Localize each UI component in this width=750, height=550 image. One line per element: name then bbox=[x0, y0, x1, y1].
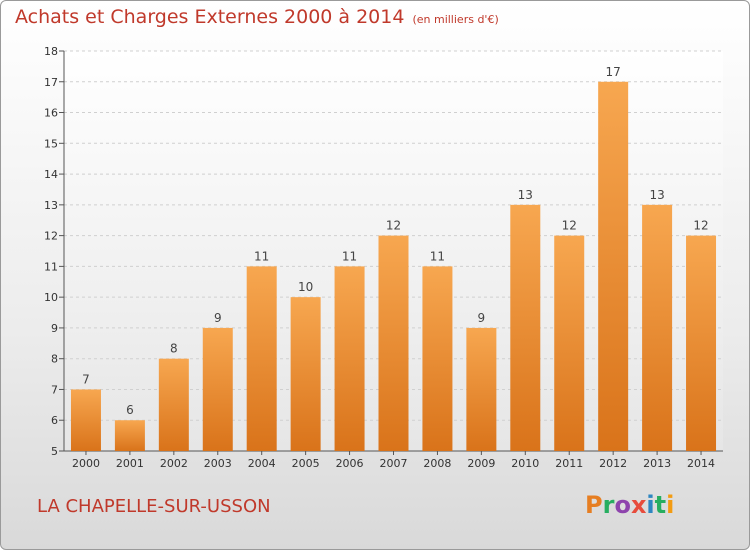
logo-letter: i bbox=[666, 491, 675, 519]
data-label: 12 bbox=[693, 219, 708, 233]
x-tick-label: 2002 bbox=[160, 457, 188, 470]
y-tick-label: 6 bbox=[51, 414, 58, 427]
logo-letter: r bbox=[602, 491, 615, 519]
bar bbox=[202, 327, 233, 451]
chart-title-text: Achats et Charges Externes 2000 à 2014 bbox=[15, 6, 405, 28]
chart-title: Achats et Charges Externes 2000 à 2014 (e… bbox=[15, 6, 499, 28]
logo-letter: o bbox=[614, 491, 631, 519]
data-label: 9 bbox=[214, 311, 222, 325]
bar bbox=[158, 358, 189, 451]
data-label: 8 bbox=[170, 342, 178, 356]
data-label: 10 bbox=[298, 280, 313, 294]
bar bbox=[290, 297, 321, 451]
data-label: 12 bbox=[386, 219, 401, 233]
x-tick-label: 2008 bbox=[423, 457, 451, 470]
bar bbox=[510, 204, 541, 451]
y-tick-label: 15 bbox=[44, 137, 58, 150]
bar bbox=[554, 235, 585, 451]
bar bbox=[686, 235, 717, 451]
x-tick-label: 2005 bbox=[292, 457, 320, 470]
chart-subtitle: (en milliers d'€) bbox=[412, 13, 499, 26]
y-tick-label: 12 bbox=[44, 230, 58, 243]
bar bbox=[246, 266, 277, 451]
bar bbox=[114, 420, 145, 451]
x-tick-label: 2003 bbox=[204, 457, 232, 470]
data-label: 17 bbox=[606, 65, 621, 79]
y-tick-label: 10 bbox=[44, 291, 58, 304]
y-tick-label: 9 bbox=[51, 322, 58, 335]
bar bbox=[466, 327, 497, 451]
bar bbox=[334, 266, 365, 451]
bar bbox=[422, 266, 453, 451]
y-tick-label: 17 bbox=[44, 76, 58, 89]
x-tick-label: 2006 bbox=[336, 457, 364, 470]
data-label: 12 bbox=[562, 219, 577, 233]
data-label: 11 bbox=[254, 249, 269, 263]
bar bbox=[378, 235, 409, 451]
x-tick-label: 2012 bbox=[599, 457, 627, 470]
y-tick-label: 11 bbox=[44, 260, 58, 273]
y-tick-label: 8 bbox=[51, 353, 58, 366]
x-tick-label: 2014 bbox=[687, 457, 715, 470]
data-label: 7 bbox=[82, 372, 90, 386]
x-tick-label: 2013 bbox=[643, 457, 671, 470]
x-tick-label: 2001 bbox=[116, 457, 144, 470]
logo-letter: x bbox=[630, 491, 647, 519]
data-label: 9 bbox=[478, 311, 486, 325]
bar bbox=[70, 389, 101, 451]
data-label: 13 bbox=[649, 188, 664, 202]
data-label: 11 bbox=[430, 249, 445, 263]
y-tick-label: 18 bbox=[44, 45, 58, 58]
place-name: LA CHAPELLE-SUR-USSON bbox=[37, 496, 271, 517]
y-tick-label: 7 bbox=[51, 383, 58, 396]
bar bbox=[598, 81, 629, 452]
x-tick-label: 2004 bbox=[248, 457, 276, 470]
y-tick-label: 16 bbox=[44, 107, 58, 120]
data-label: 13 bbox=[518, 188, 533, 202]
data-label: 6 bbox=[126, 403, 134, 417]
logo-letter: P bbox=[585, 491, 603, 519]
x-tick-label: 2011 bbox=[555, 457, 583, 470]
x-tick-label: 2007 bbox=[380, 457, 408, 470]
x-tick-label: 2009 bbox=[467, 457, 495, 470]
logo-letter: t bbox=[654, 491, 667, 519]
x-tick-label: 2000 bbox=[72, 457, 100, 470]
x-tick-label: 2010 bbox=[511, 457, 539, 470]
y-tick-label: 14 bbox=[44, 168, 58, 181]
bar bbox=[642, 204, 673, 451]
y-tick-label: 13 bbox=[44, 199, 58, 212]
data-label: 11 bbox=[342, 249, 357, 263]
y-tick-label: 5 bbox=[51, 445, 58, 458]
proxiti-logo: Proxiti bbox=[585, 491, 674, 519]
logo-letter: i bbox=[646, 491, 655, 519]
